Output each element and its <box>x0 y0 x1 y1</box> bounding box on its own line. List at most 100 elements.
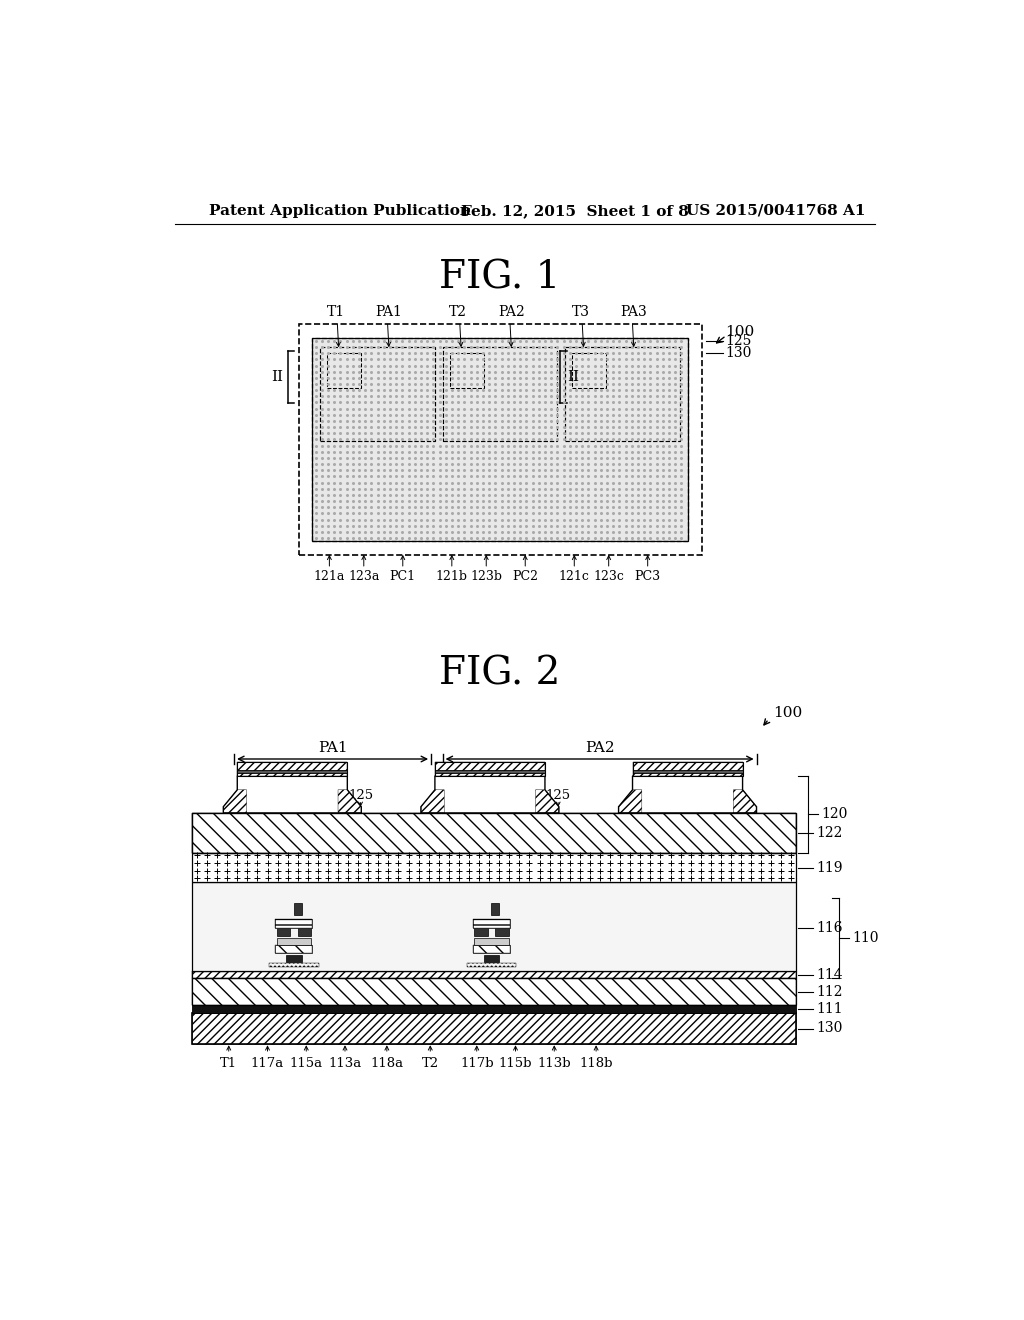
Bar <box>450 352 484 388</box>
Text: 118b: 118b <box>580 1056 612 1069</box>
Polygon shape <box>223 776 361 813</box>
Text: 113b: 113b <box>538 1056 571 1069</box>
Bar <box>191 813 796 853</box>
Bar <box>483 956 500 961</box>
Text: PA2: PA2 <box>585 742 614 755</box>
Text: FIG. 1: FIG. 1 <box>439 259 560 296</box>
Text: 110: 110 <box>852 931 879 945</box>
Text: PA3: PA3 <box>621 305 647 319</box>
Bar <box>191 853 796 882</box>
Text: 115a: 115a <box>290 1056 323 1069</box>
Text: 115b: 115b <box>499 1056 532 1069</box>
Text: 123b: 123b <box>503 789 537 803</box>
Text: II: II <box>270 370 283 384</box>
Bar <box>496 927 509 936</box>
Bar <box>467 964 516 966</box>
Text: 122: 122 <box>816 826 843 840</box>
Bar <box>191 1006 796 1014</box>
Text: 114: 114 <box>816 968 843 982</box>
Bar <box>191 1014 796 1044</box>
Text: 123c: 123c <box>593 570 624 583</box>
Bar <box>435 770 545 774</box>
Text: Patent Application Publication: Patent Application Publication <box>209 203 471 218</box>
Bar <box>191 970 796 978</box>
Bar <box>492 903 500 915</box>
Text: 113a: 113a <box>329 1056 361 1069</box>
Text: 117a: 117a <box>251 1056 284 1069</box>
Text: 121b: 121b <box>464 789 498 803</box>
Bar <box>275 919 312 928</box>
Text: FIG. 2: FIG. 2 <box>439 656 561 693</box>
Bar <box>286 956 302 961</box>
Bar <box>275 945 312 953</box>
Text: PA1: PA1 <box>376 305 402 319</box>
Text: T2: T2 <box>422 1056 439 1069</box>
Bar <box>276 937 311 945</box>
Bar <box>572 352 606 388</box>
Text: 130: 130 <box>816 1022 843 1035</box>
Bar <box>298 927 311 936</box>
Text: PC3: PC3 <box>635 570 660 583</box>
Bar <box>238 770 347 774</box>
Bar <box>191 970 796 978</box>
Bar <box>191 1014 796 1044</box>
Text: T1: T1 <box>220 1056 238 1069</box>
Text: 118a: 118a <box>371 1056 403 1069</box>
Text: 121a: 121a <box>266 789 300 803</box>
Text: T3: T3 <box>571 305 590 319</box>
Bar <box>473 919 510 928</box>
Bar <box>633 762 742 776</box>
Polygon shape <box>421 776 559 813</box>
Bar <box>327 352 361 388</box>
Bar <box>238 762 347 776</box>
Bar <box>238 762 347 776</box>
Text: PA1: PA1 <box>317 742 347 755</box>
Text: 125: 125 <box>726 334 752 348</box>
Text: 116: 116 <box>816 921 843 936</box>
Text: 100: 100 <box>773 706 802 719</box>
Text: 112: 112 <box>816 985 843 999</box>
Bar <box>312 338 687 541</box>
Text: II: II <box>567 370 579 384</box>
Text: 121c: 121c <box>559 570 590 583</box>
Bar <box>191 978 796 1006</box>
Bar <box>276 927 290 936</box>
Bar <box>473 919 510 928</box>
Text: 119: 119 <box>816 861 843 875</box>
Bar <box>321 347 435 441</box>
Text: 121b: 121b <box>436 570 468 583</box>
Bar <box>473 945 510 953</box>
Text: 121a: 121a <box>313 570 345 583</box>
Text: 125: 125 <box>348 789 373 803</box>
Text: PC1: PC1 <box>390 570 416 583</box>
Text: 111: 111 <box>816 1002 843 1016</box>
Polygon shape <box>618 776 757 813</box>
Text: 123b: 123b <box>470 570 502 583</box>
Text: PA2: PA2 <box>498 305 525 319</box>
Bar <box>312 338 687 541</box>
Text: 130: 130 <box>726 346 752 360</box>
Text: 100: 100 <box>725 325 754 339</box>
Bar <box>435 762 545 776</box>
Bar <box>565 347 680 441</box>
Bar <box>294 903 302 915</box>
Bar <box>435 762 545 776</box>
Bar <box>275 919 312 928</box>
Text: 125: 125 <box>546 789 570 803</box>
Bar <box>299 323 701 554</box>
Text: 123a: 123a <box>305 789 338 803</box>
Bar <box>474 937 509 945</box>
Bar <box>275 945 312 953</box>
Bar <box>191 882 796 970</box>
Bar <box>191 813 796 853</box>
Bar <box>474 927 487 936</box>
Bar <box>473 945 510 953</box>
Text: 120: 120 <box>821 808 847 821</box>
Text: 123a: 123a <box>348 570 380 583</box>
Text: 117b: 117b <box>460 1056 494 1069</box>
Bar <box>191 978 796 1006</box>
Text: PC2: PC2 <box>512 570 539 583</box>
Bar <box>269 964 318 966</box>
Text: US 2015/0041768 A1: US 2015/0041768 A1 <box>686 203 865 218</box>
Bar <box>633 762 742 776</box>
